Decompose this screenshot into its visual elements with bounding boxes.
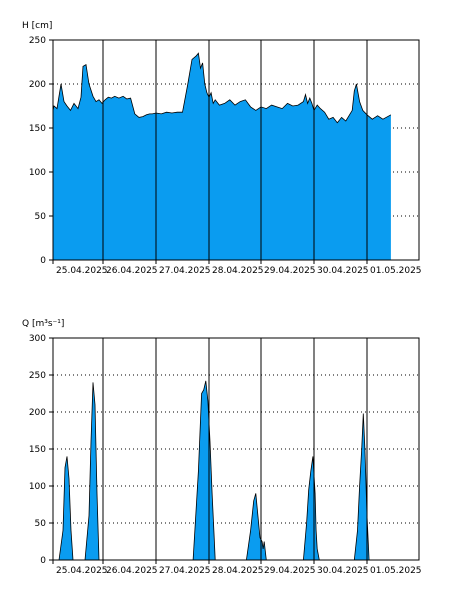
x-tick-label: 27.04.2025 bbox=[159, 266, 211, 276]
x-tick-label: 01.05.2025 bbox=[370, 566, 422, 576]
y-tick-label: 0 bbox=[40, 556, 46, 566]
y-tick-label: 0 bbox=[40, 256, 46, 266]
y-tick-label: 50 bbox=[35, 212, 47, 222]
y-tick-label: 150 bbox=[29, 445, 46, 455]
y-tick-label: 300 bbox=[29, 334, 46, 344]
x-tick-label: 01.05.2025 bbox=[370, 266, 422, 276]
x-tick-label: 28.04.2025 bbox=[212, 566, 264, 576]
y-tick-label: 200 bbox=[29, 80, 46, 90]
y-axis-label: Q [m³s⁻¹] bbox=[22, 319, 64, 329]
x-tick-label: 26.04.2025 bbox=[106, 266, 158, 276]
water-level-chart: 0 50 100 150 200 250 H [cm] 25.04.202526.04.202… bbox=[22, 21, 422, 276]
y-tick-label: 150 bbox=[29, 124, 46, 134]
x-tick-label: 26.04.2025 bbox=[106, 566, 158, 576]
y-tick-label: 50 bbox=[35, 519, 47, 529]
discharge-chart: 0 50 100 150 200 250 300 Q [m³s⁻¹] 25.04.202526.… bbox=[22, 319, 422, 576]
x-tick-label: 29.04.2025 bbox=[264, 566, 316, 576]
x-tick-label: 25.04.2025 bbox=[56, 266, 108, 276]
y-tick-label: 200 bbox=[29, 408, 46, 418]
x-tick-label: 28.04.2025 bbox=[212, 266, 264, 276]
series-line bbox=[52, 52, 392, 124]
y-axis-label: H [cm] bbox=[22, 21, 52, 31]
series-area bbox=[53, 53, 391, 261]
plot-frame bbox=[52, 39, 420, 261]
series-area bbox=[53, 380, 418, 560]
y-tick-label: 250 bbox=[29, 371, 46, 381]
x-tick-label: 27.04.2025 bbox=[159, 566, 211, 576]
y-tick-label: 250 bbox=[29, 36, 46, 46]
y-tick-label: 100 bbox=[29, 482, 46, 492]
x-tick-label: 30.04.2025 bbox=[317, 566, 369, 576]
y-tick-label: 100 bbox=[29, 168, 46, 178]
x-tick-label: 30.04.2025 bbox=[317, 266, 369, 276]
x-tick-label: 25.04.2025 bbox=[56, 566, 108, 576]
plot-frame bbox=[52, 337, 420, 561]
x-tick-label: 29.04.2025 bbox=[264, 266, 316, 276]
